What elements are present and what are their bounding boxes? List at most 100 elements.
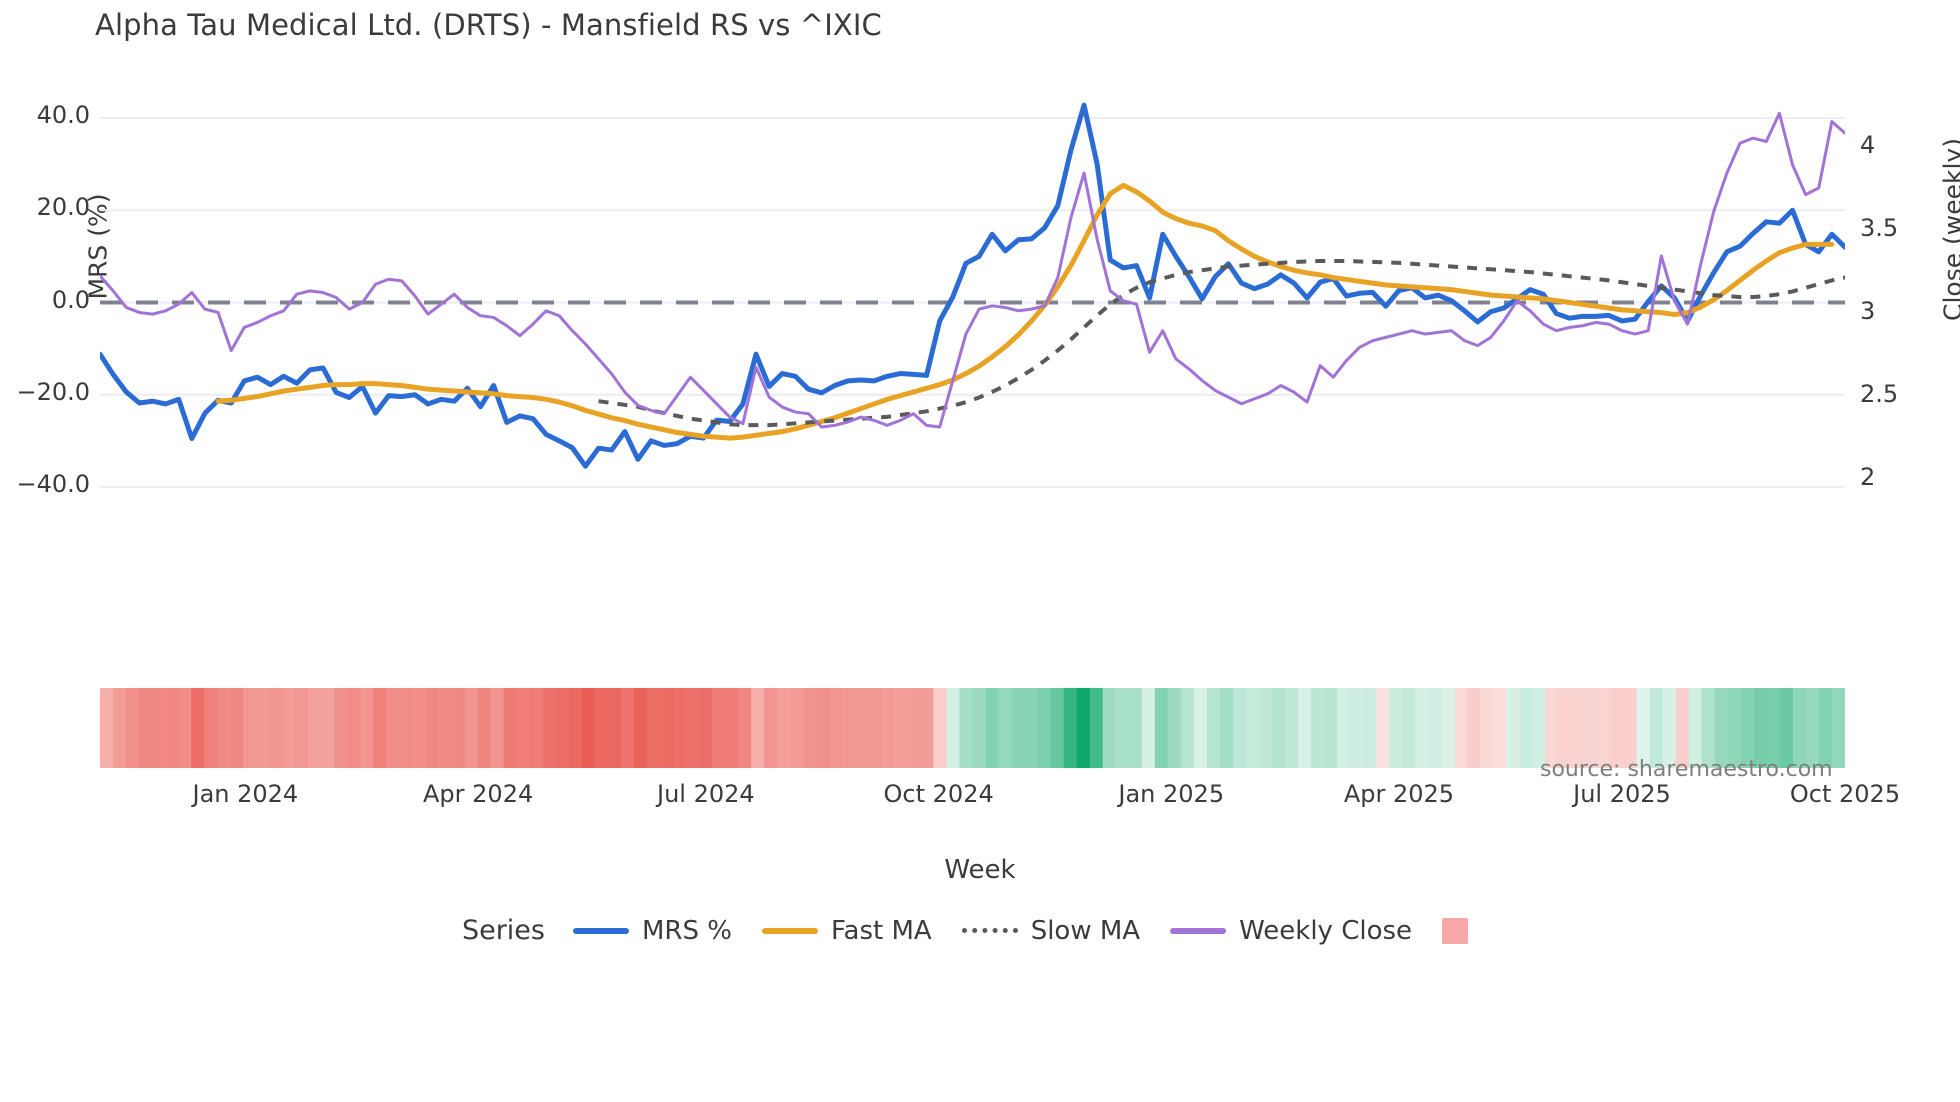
heatmap-cell	[217, 688, 231, 768]
x-axis-tick: Oct 2025	[1789, 780, 1901, 808]
series-line-fast-ma	[215, 182, 1835, 441]
heatmap-cell	[516, 688, 531, 768]
heatmap-cell	[868, 688, 882, 768]
heatmap-cell	[894, 688, 908, 768]
heatmap-cell	[1063, 688, 1078, 768]
heatmap-cell	[386, 688, 401, 768]
heatmap-cell	[1727, 688, 1742, 768]
chart-legend: Series MRS % Fast MA Slow MA Weekly Close	[0, 915, 1960, 946]
heatmap-cell	[1050, 688, 1065, 768]
y-axis-right-tick: 3	[1860, 297, 1876, 326]
heatmap-cell	[321, 688, 335, 768]
chart-title: Alpha Tau Medical Ltd. (DRTS) - Mansfiel…	[95, 8, 882, 42]
heatmap-cell	[464, 688, 479, 768]
legend-item[interactable]: Weekly Close	[1170, 916, 1412, 946]
heatmap-cell	[139, 688, 153, 768]
heatmap-cell	[282, 688, 296, 768]
heatmap-cell	[659, 688, 674, 768]
heatmap-cell	[1402, 688, 1416, 768]
heatmap-cell	[646, 688, 661, 768]
heatmap-cell	[1740, 688, 1755, 768]
y-axis-left-tick: −40.0	[16, 469, 90, 498]
mrs-heatmap-strip	[100, 688, 1845, 768]
y-axis-left-tick: 20.0	[36, 193, 90, 222]
heatmap-cell	[1649, 688, 1664, 768]
y-axis-right-tick: 3.5	[1860, 214, 1899, 243]
heatmap-cell	[178, 688, 192, 768]
heatmap-cell	[1337, 688, 1351, 768]
heatmap-cell	[777, 688, 791, 768]
heatmap-cell	[725, 688, 739, 768]
heatmap-cell	[477, 688, 492, 768]
heatmap-cell	[1766, 688, 1781, 768]
heatmap-cell	[686, 688, 700, 768]
heatmap-cell	[1753, 688, 1768, 768]
heatmap-cell	[620, 688, 635, 768]
legend-item[interactable]: Fast MA	[761, 916, 932, 946]
series-line-slow-ma	[598, 259, 1845, 428]
series-line-mrs	[100, 102, 1845, 469]
legend-item-label: Slow MA	[1030, 915, 1141, 946]
heatmap-cell	[842, 688, 856, 768]
heatmap-cell	[1415, 688, 1429, 768]
heatmap-cell	[1467, 688, 1481, 768]
legend-swatch-icon	[572, 927, 629, 934]
heatmap-cell	[816, 688, 830, 768]
x-axis-tick: Apr 2024	[423, 780, 534, 808]
heatmap-cell	[347, 688, 362, 768]
heatmap-cell	[1245, 688, 1260, 768]
plot-area	[100, 95, 1845, 510]
heatmap-cell	[738, 688, 752, 768]
heatmap-cell	[230, 688, 244, 768]
heatmap-cell	[1714, 688, 1729, 768]
heatmap-cell	[256, 688, 270, 768]
heatmap-cell	[1115, 688, 1130, 768]
heatmap-cell	[100, 688, 114, 768]
heatmap-cell	[1571, 688, 1586, 768]
legend-swatch-icon	[961, 928, 1018, 933]
heatmap-cell	[1298, 688, 1312, 768]
y-axis-left-tick: 0.0	[51, 285, 90, 314]
heatmap-cell	[165, 688, 179, 768]
heatmap-cell	[633, 688, 648, 768]
heatmap-cell	[959, 688, 974, 768]
heatmap-cell	[191, 688, 205, 768]
heatmap-cell	[1506, 688, 1521, 768]
heatmap-cell	[1688, 688, 1703, 768]
legend-item[interactable]: MRS %	[572, 916, 732, 946]
y-axis-right-tick: 2	[1860, 463, 1876, 492]
heatmap-cell	[881, 688, 895, 768]
heatmap-cell	[1480, 688, 1494, 768]
legend-item[interactable]: Slow MA	[961, 915, 1141, 946]
legend-item[interactable]	[1442, 917, 1469, 944]
heatmap-cell	[204, 688, 218, 768]
x-axis-tick: Jul 2024	[657, 780, 755, 808]
heatmap-cell	[1350, 688, 1364, 768]
heatmap-cell	[529, 688, 544, 768]
heatmap-cell	[1128, 688, 1143, 768]
heatmap-cell	[555, 688, 570, 768]
heatmap-cell	[412, 688, 427, 768]
heatmap-cell	[607, 688, 622, 768]
heatmap-cell	[425, 688, 440, 768]
heatmap-cell	[1805, 688, 1820, 768]
heatmap-cell	[594, 688, 609, 768]
y-axis-right-tick: 2.5	[1860, 380, 1899, 409]
heatmap-cell	[1154, 688, 1169, 768]
legend-swatch-icon	[761, 927, 818, 934]
heatmap-cell	[672, 688, 687, 768]
heatmap-cell	[1454, 688, 1468, 768]
heatmap-cell	[1532, 688, 1547, 768]
heatmap-cell	[1818, 688, 1833, 768]
heatmap-cell	[438, 688, 453, 768]
heatmap-cell	[1597, 688, 1612, 768]
series-line-weekly-close	[100, 111, 1845, 429]
heatmap-cell	[1428, 688, 1442, 768]
heatmap-cell	[568, 688, 583, 768]
y-axis-right-tick: 4	[1860, 131, 1876, 160]
heatmap-cell	[1584, 688, 1599, 768]
heatmap-cell	[126, 688, 140, 768]
heatmap-cell	[542, 688, 557, 768]
heatmap-cell	[1376, 688, 1390, 768]
